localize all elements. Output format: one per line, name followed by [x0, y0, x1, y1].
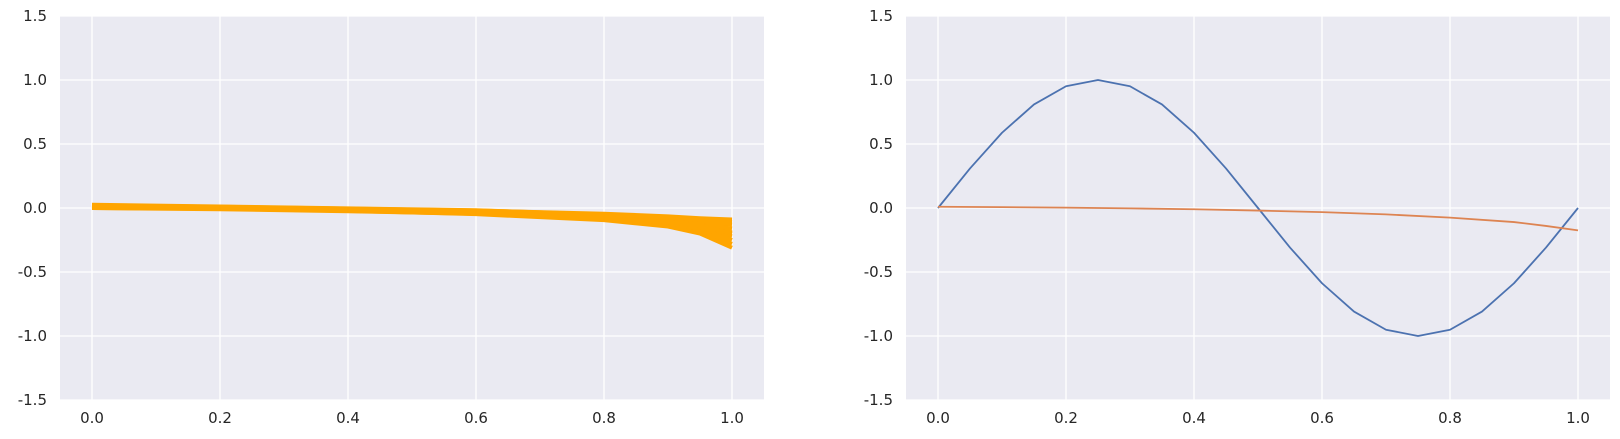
x-tick-label: 0.0 [80, 409, 104, 427]
x-tick-label: 0.2 [1054, 409, 1078, 427]
y-tick-label: 0.0 [869, 199, 893, 217]
x-tick-label: 0.8 [592, 409, 616, 427]
series-line [937, 205, 1579, 232]
x-tick-label: 0.4 [1182, 409, 1206, 427]
y-tick-label: -1.5 [864, 391, 893, 409]
x-tick-label: 0.6 [464, 409, 488, 427]
y-tick-label: 1.0 [869, 71, 893, 89]
y-tick-label: -1.5 [18, 391, 47, 409]
y-tick-label: 0.5 [23, 135, 47, 153]
x-tick-label: 0.8 [1438, 409, 1462, 427]
series-line [937, 79, 1579, 337]
y-tick-label: -1.0 [864, 327, 893, 345]
left-chart: 0.0 0.2 0.4 0.6 0.8 1.0 -1.5 -1.0 -0.5 0.0 0.5 1.0 1… [18, 7, 764, 427]
y-tick-label: -1.0 [18, 327, 47, 345]
x-tick-label: 0.0 [926, 409, 950, 427]
y-tick-label: -0.5 [864, 263, 893, 281]
series-line [91, 204, 733, 236]
y-tick-label: 0.5 [869, 135, 893, 153]
y-tick-label: 0.0 [23, 199, 47, 217]
x-tick-label: 1.0 [1566, 409, 1590, 427]
y-tick-label: 1.5 [23, 7, 47, 25]
x-tick-label: 0.2 [208, 409, 232, 427]
y-tick-label: 1.5 [869, 7, 893, 25]
y-tick-label: -0.5 [18, 263, 47, 281]
x-tick-label: 0.6 [1310, 409, 1334, 427]
right-chart: 0.0 0.2 0.4 0.6 0.8 1.0 -1.5 -1.0 -0.5 0.0 0.5 1.0 1… [864, 7, 1610, 427]
y-tick-label: 1.0 [23, 71, 47, 89]
x-tick-label: 1.0 [720, 409, 744, 427]
x-tick-label: 0.4 [336, 409, 360, 427]
